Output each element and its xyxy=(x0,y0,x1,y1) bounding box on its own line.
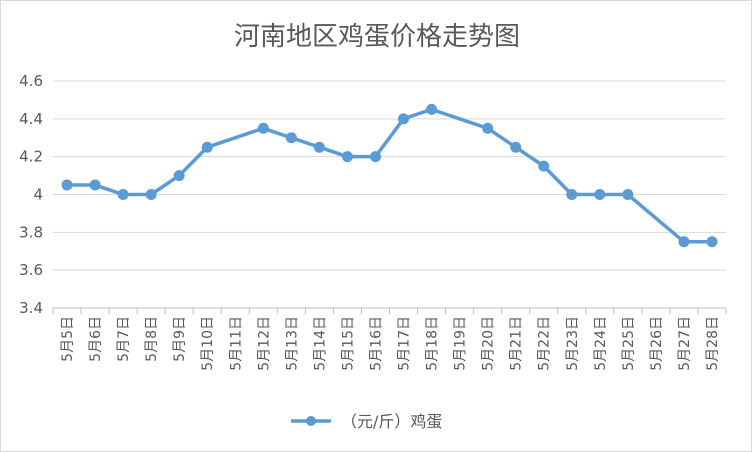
x-tick-label: 5月23日 xyxy=(565,316,581,371)
x-tick-label: 5月11日 xyxy=(228,316,244,371)
y-tick-label: 4.2 xyxy=(19,148,43,166)
y-tick-label: 4 xyxy=(33,186,43,204)
x-tick-label: 5月16日 xyxy=(368,316,384,371)
data-point xyxy=(285,132,297,144)
x-tick-label: 5月28日 xyxy=(705,316,721,371)
data-point xyxy=(145,189,157,200)
y-tick-label: 4.6 xyxy=(19,72,43,90)
data-point xyxy=(341,151,353,163)
legend-point-marker xyxy=(306,416,316,426)
x-tick-label: 5月24日 xyxy=(593,316,609,371)
data-point xyxy=(369,151,381,163)
data-point xyxy=(482,122,494,134)
series-line xyxy=(67,107,712,244)
x-tick-label: 5月19日 xyxy=(453,316,469,371)
data-point xyxy=(257,122,269,134)
x-tick-label: 5月20日 xyxy=(481,316,497,371)
data-point xyxy=(678,236,690,248)
y-axis-ticks: 3.4 3.6 3.8 4 4.2 4.4 4.6 xyxy=(19,72,43,317)
x-tick-label: 5月14日 xyxy=(312,316,328,371)
legend-label: （元/斤）鸡蛋 xyxy=(341,412,442,431)
data-point xyxy=(594,189,606,200)
x-tick-label: 5月5日 xyxy=(60,316,76,362)
x-axis-ticks: 5月5日 5月6日 5月7日 5月8日 5月9日 5月10日 5月11日 5月12日 5月13日… xyxy=(52,308,727,371)
chart-title: 河南地区鸡蛋价格走势图 xyxy=(234,22,520,52)
x-tick-label: 5月25日 xyxy=(621,316,637,371)
x-tick-label: 5月18日 xyxy=(425,316,441,371)
data-point xyxy=(89,179,101,191)
data-point xyxy=(510,141,522,153)
x-tick-label: 5月22日 xyxy=(537,316,553,371)
data-point xyxy=(706,236,718,248)
x-tick-label: 5月8日 xyxy=(144,316,160,362)
x-tick-label: 5月9日 xyxy=(172,316,188,362)
data-point xyxy=(398,113,410,125)
data-point xyxy=(426,103,438,115)
data-point xyxy=(622,189,634,200)
data-point xyxy=(313,141,325,153)
y-tick-label: 3.4 xyxy=(19,299,43,317)
legend: （元/斤）鸡蛋 xyxy=(291,412,442,431)
x-tick-label: 5月10日 xyxy=(200,316,216,371)
data-point xyxy=(566,189,578,200)
data-point xyxy=(538,160,550,172)
x-tick-label: 5月21日 xyxy=(509,316,525,371)
x-tick-label: 5月27日 xyxy=(677,316,693,371)
gridlines xyxy=(53,80,726,309)
y-tick-label: 4.4 xyxy=(19,110,43,128)
x-tick-label: 5月7日 xyxy=(116,316,132,362)
x-tick-label: 5月17日 xyxy=(397,316,413,371)
data-point xyxy=(201,141,213,153)
x-tick-label: 5月26日 xyxy=(649,316,665,371)
x-tick-label: 5月6日 xyxy=(88,316,104,362)
y-tick-label: 3.8 xyxy=(19,223,43,241)
data-point xyxy=(173,170,185,182)
data-point xyxy=(61,179,73,191)
x-tick-label: 5月13日 xyxy=(284,316,300,371)
series-layer xyxy=(61,103,718,248)
x-tick-label: 5月12日 xyxy=(256,316,272,371)
y-tick-label: 3.6 xyxy=(19,261,43,279)
x-tick-label: 5月15日 xyxy=(340,316,356,371)
data-point xyxy=(117,189,129,200)
